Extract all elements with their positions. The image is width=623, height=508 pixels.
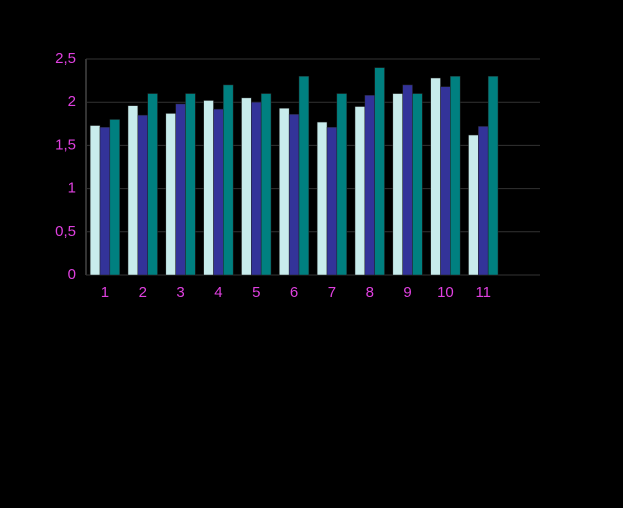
x-tick-label: 3 bbox=[176, 284, 184, 301]
x-tick-label: 2 bbox=[139, 284, 147, 301]
bar bbox=[213, 108, 224, 276]
x-tick-label: 10 bbox=[437, 284, 454, 301]
bar bbox=[127, 105, 139, 276]
y-tick-label: 2 bbox=[68, 93, 76, 110]
y-tick-label: 0 bbox=[68, 266, 76, 283]
bar bbox=[175, 103, 186, 276]
bar bbox=[185, 93, 196, 276]
bar bbox=[336, 93, 347, 276]
bar bbox=[402, 84, 413, 276]
x-tick-label: 5 bbox=[252, 284, 260, 301]
x-tick-label: 9 bbox=[403, 284, 411, 301]
bar bbox=[279, 107, 290, 276]
bar bbox=[165, 113, 176, 276]
x-tick-label: 4 bbox=[214, 284, 222, 301]
y-tick-label: 1 bbox=[68, 180, 76, 197]
bar bbox=[374, 67, 385, 276]
bar bbox=[147, 93, 158, 276]
y-tick-label: 2,5 bbox=[55, 50, 76, 67]
bar bbox=[364, 95, 375, 276]
bar bbox=[241, 97, 252, 276]
bar bbox=[326, 127, 338, 276]
x-tick-label: 6 bbox=[290, 284, 298, 301]
bar bbox=[260, 93, 272, 276]
bar bbox=[487, 76, 499, 276]
x-tick-label: 8 bbox=[366, 284, 374, 301]
x-tick-label: 1 bbox=[101, 284, 109, 301]
x-tick-label: 11 bbox=[475, 284, 491, 301]
y-tick-label: 1,5 bbox=[55, 136, 76, 153]
bar bbox=[440, 86, 451, 276]
bar bbox=[288, 114, 300, 276]
bar bbox=[109, 119, 120, 276]
bar bbox=[392, 93, 403, 276]
bar bbox=[137, 114, 148, 276]
bar bbox=[316, 121, 328, 276]
bar bbox=[223, 84, 234, 276]
x-tick-label: 7 bbox=[328, 284, 336, 301]
bar bbox=[478, 126, 489, 276]
bar bbox=[412, 93, 423, 276]
y-tick-label: 0,5 bbox=[55, 223, 76, 240]
bar bbox=[251, 101, 262, 276]
bar bbox=[89, 125, 101, 276]
bar bbox=[450, 76, 461, 276]
bar bbox=[203, 100, 214, 276]
bar bbox=[298, 76, 310, 276]
bar bbox=[354, 106, 366, 276]
bar bbox=[430, 77, 441, 276]
bar bbox=[468, 134, 479, 276]
bar bbox=[99, 127, 111, 276]
